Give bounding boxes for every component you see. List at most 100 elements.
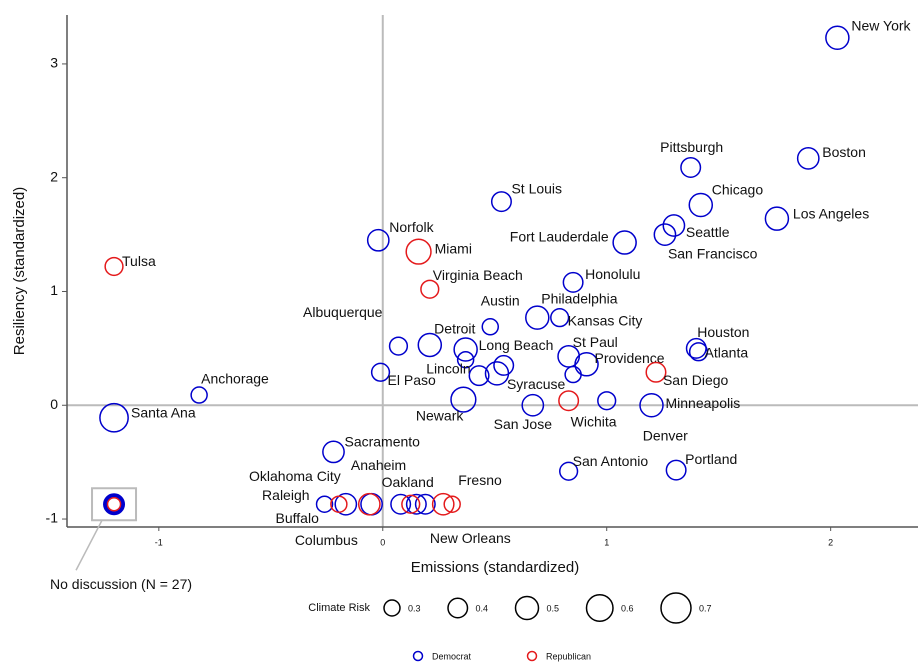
legend-key: [526, 650, 538, 662]
point: [796, 146, 820, 170]
point: [420, 279, 440, 299]
point: [764, 206, 790, 231]
point: [366, 228, 390, 252]
x-tick-label: -1: [155, 537, 163, 547]
point: [688, 192, 714, 218]
size-legend-key: [660, 592, 692, 624]
point: [322, 440, 345, 464]
point: [558, 390, 580, 412]
point: [680, 156, 702, 178]
point-label: Detroit: [434, 321, 475, 337]
point: [653, 223, 677, 246]
point: [388, 336, 409, 356]
point-label: Syracuse: [507, 376, 566, 392]
y-tick-label: 0: [50, 396, 58, 412]
point: [665, 459, 687, 481]
point-label: Boston: [822, 144, 866, 160]
point-label: St Louis: [511, 180, 562, 196]
point: [481, 318, 500, 336]
point-label: Miami: [435, 240, 472, 256]
point-label: Seattle: [686, 224, 730, 240]
point: [550, 308, 570, 328]
point-label: Buffalo: [276, 510, 320, 526]
point: [493, 354, 515, 376]
point-label: Denver: [643, 427, 688, 443]
point-label: St Paul: [573, 334, 618, 350]
point: [468, 365, 490, 387]
point-label: Fresno: [458, 472, 502, 488]
size-legend-key: [585, 594, 614, 622]
point-label: Norfolk: [389, 219, 434, 235]
size-legend-key: [514, 595, 540, 621]
point: [104, 256, 124, 277]
point-label: Los Angeles: [793, 205, 869, 221]
point: [360, 492, 383, 516]
size-legend-label: 0.5: [547, 603, 560, 613]
point-label: San Diego: [663, 372, 729, 388]
point: [330, 495, 348, 513]
point-label: San Jose: [494, 416, 553, 432]
point: [456, 350, 475, 369]
point: [405, 238, 432, 265]
point: [401, 494, 421, 514]
point: [190, 386, 208, 404]
point-label: Austin: [481, 292, 520, 308]
annotation-point-inner: [106, 496, 122, 512]
point-label: Houston: [697, 324, 749, 340]
point: [612, 230, 637, 255]
annotation-leader: [75, 519, 103, 571]
size-legend-label: 0.4: [476, 603, 489, 613]
legend-label: Republican: [546, 651, 591, 661]
point: [825, 25, 850, 51]
point: [645, 361, 667, 383]
size-legend-label: 0.7: [699, 603, 712, 613]
point-label: Newark: [416, 407, 464, 423]
x-tick-label: 1: [604, 537, 609, 547]
point-label: Fort Lauderdale: [510, 228, 609, 244]
point-label: Albuquerque: [303, 304, 383, 320]
size-legend-label: 0.6: [621, 603, 634, 613]
point: [688, 342, 709, 362]
point-label: Honolulu: [585, 266, 640, 282]
point: [559, 461, 579, 481]
point: [453, 337, 478, 362]
point-label: Tulsa: [122, 253, 156, 269]
point: [639, 393, 664, 418]
annotation-box: [91, 487, 138, 522]
point: [414, 493, 436, 515]
point: [417, 332, 443, 358]
point-label: Sacramento: [344, 434, 420, 450]
point-label: Anchorage: [201, 371, 269, 387]
point: [357, 492, 381, 516]
point-label: Pittsburgh: [660, 139, 723, 155]
annotation-text: No discussion (N = 27): [50, 576, 192, 592]
point-label: New Orleans: [430, 530, 511, 546]
x-axis-label: Emissions (standardized): [411, 559, 579, 576]
y-tick-label: -1: [46, 510, 59, 526]
point-label: El Paso: [388, 372, 436, 388]
point-label: San Antonio: [573, 453, 649, 469]
legend-key: [412, 650, 424, 662]
size-legend-key: [447, 597, 469, 619]
point-label: Virginia Beach: [433, 267, 523, 283]
point: [315, 495, 334, 513]
x-tick-label: 0: [380, 537, 385, 547]
point: [443, 495, 461, 513]
point: [521, 393, 545, 417]
point-label: New York: [851, 17, 911, 33]
point: [370, 362, 391, 382]
y-tick-label: 3: [50, 55, 58, 71]
point: [662, 214, 686, 237]
x-tick-label: 2: [828, 537, 833, 547]
size-legend-key: [383, 599, 401, 617]
point-label: Kansas City: [568, 312, 643, 328]
point: [574, 352, 599, 377]
point: [99, 402, 129, 433]
point-label: Providence: [595, 350, 665, 366]
y-axis-label: Resiliency (standardized): [11, 187, 28, 355]
point: [564, 365, 582, 384]
point-label: Anaheim: [351, 457, 406, 473]
point: [490, 191, 512, 213]
point: [334, 492, 358, 516]
